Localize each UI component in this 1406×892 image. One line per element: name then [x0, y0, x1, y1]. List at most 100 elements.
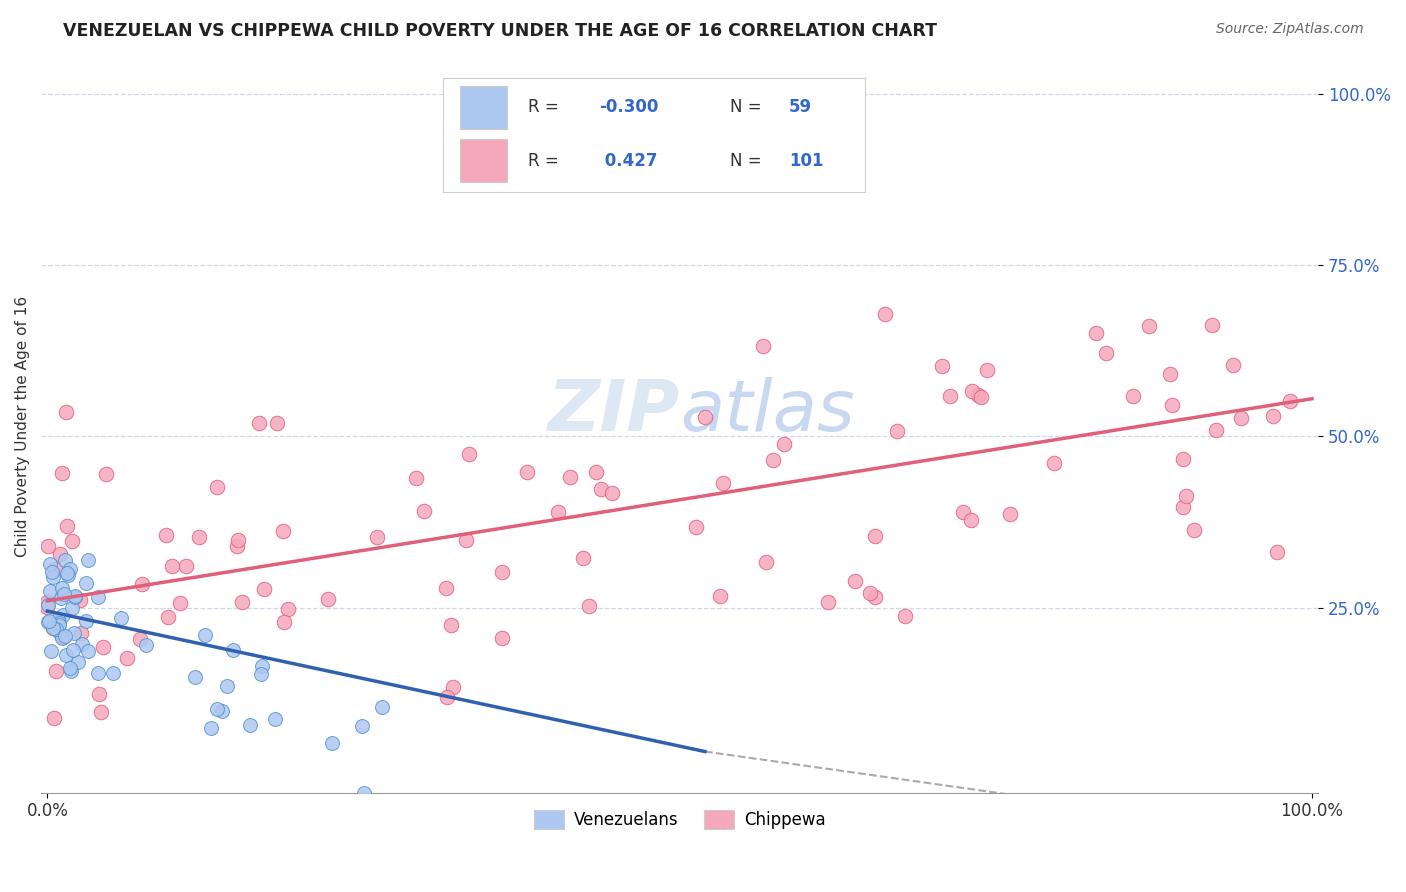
Point — [62, 626, 84, 640]
Point — [53, 552, 76, 566]
Point — [1173, 451, 1195, 466]
Point — [174, 558, 197, 573]
Point — [547, 505, 569, 519]
Point — [967, 388, 990, 402]
Point — [894, 609, 917, 624]
Point — [131, 577, 153, 591]
Point — [160, 558, 183, 573]
Point — [1205, 423, 1227, 437]
Point — [55, 648, 77, 662]
Point — [405, 471, 427, 485]
Point — [222, 643, 245, 657]
Point — [998, 507, 1021, 521]
Text: atlas: atlas — [679, 377, 855, 446]
Point — [1278, 394, 1301, 409]
Point — [110, 611, 132, 625]
Point — [366, 531, 388, 545]
Point — [1122, 389, 1144, 403]
Point — [66, 655, 89, 669]
Point — [157, 609, 180, 624]
Point — [55, 405, 77, 419]
Point — [155, 528, 177, 542]
Point — [491, 631, 513, 645]
Point — [89, 687, 111, 701]
Point — [585, 466, 607, 480]
Point — [685, 520, 707, 534]
Point — [42, 711, 65, 725]
Point — [516, 465, 538, 479]
Point — [48, 617, 70, 632]
Point — [101, 666, 124, 681]
Point — [695, 409, 717, 424]
Point — [194, 628, 217, 642]
Point — [886, 424, 908, 438]
Point — [90, 705, 112, 719]
Point — [321, 736, 343, 750]
Point — [939, 389, 962, 403]
Text: Source: ZipAtlas.com: Source: ZipAtlas.com — [1216, 22, 1364, 37]
Point — [226, 539, 249, 553]
Point — [56, 519, 79, 533]
Point — [226, 533, 249, 547]
Point — [45, 622, 67, 636]
Point — [75, 615, 97, 629]
Point — [969, 390, 991, 404]
Point — [456, 533, 478, 548]
Point — [600, 486, 623, 500]
Point — [578, 599, 600, 614]
Point — [1085, 326, 1108, 340]
Point — [962, 384, 984, 398]
Point — [42, 570, 65, 584]
Point — [253, 582, 276, 596]
Point — [184, 670, 207, 684]
Point — [1159, 367, 1181, 381]
Point — [413, 504, 436, 518]
Y-axis label: Child Poverty Under the Age of 16: Child Poverty Under the Age of 16 — [15, 295, 30, 557]
Point — [247, 417, 270, 431]
Point — [931, 359, 953, 374]
Point — [976, 363, 998, 377]
Point — [42, 621, 65, 635]
Point — [87, 590, 110, 604]
Point — [37, 600, 59, 615]
Point — [277, 602, 299, 616]
Point — [1043, 456, 1066, 470]
Point — [558, 470, 581, 484]
Point — [52, 630, 75, 644]
Point — [713, 476, 735, 491]
Point — [873, 307, 896, 321]
Point — [48, 625, 70, 640]
Point — [863, 529, 886, 543]
Point — [69, 593, 91, 607]
Point — [169, 596, 191, 610]
Point — [353, 786, 375, 800]
Point — [37, 615, 59, 629]
Point — [91, 640, 114, 655]
Point — [115, 650, 138, 665]
Text: ZIP: ZIP — [547, 377, 679, 446]
Point — [571, 550, 593, 565]
Point — [39, 557, 62, 571]
Point — [709, 589, 731, 603]
Point — [58, 567, 80, 582]
Point — [45, 664, 67, 678]
Point — [70, 626, 93, 640]
Point — [434, 581, 457, 595]
Point — [371, 699, 394, 714]
Point — [46, 612, 69, 626]
Point — [1222, 358, 1244, 372]
Point — [207, 702, 229, 716]
Point — [318, 591, 340, 606]
Point — [39, 584, 62, 599]
Point — [135, 639, 157, 653]
Point — [37, 595, 59, 609]
Point — [52, 607, 75, 622]
Point — [1095, 346, 1118, 360]
Point — [271, 524, 294, 538]
Point — [200, 721, 222, 735]
Point — [491, 565, 513, 579]
Point — [350, 719, 373, 733]
Point — [952, 505, 974, 519]
Point — [42, 621, 65, 635]
Point — [63, 590, 86, 604]
